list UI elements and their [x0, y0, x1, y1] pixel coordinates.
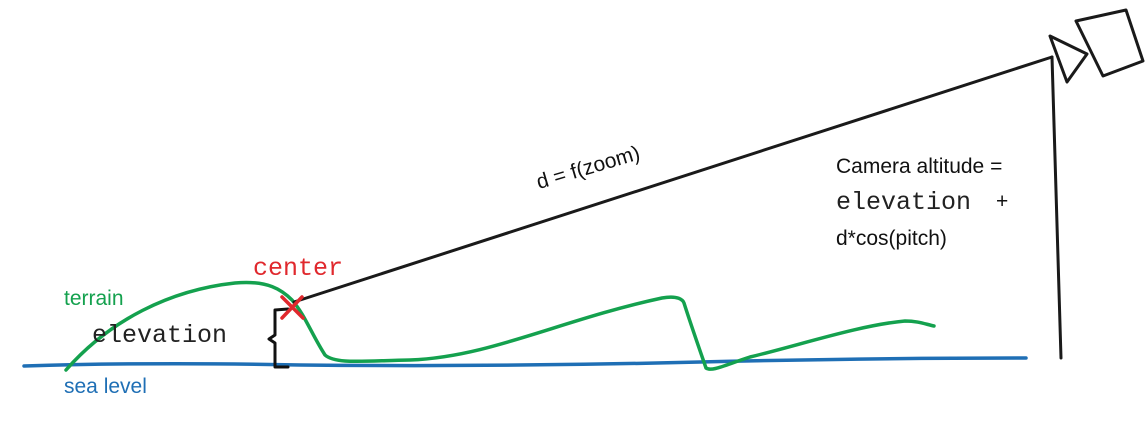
camera-body — [1074, 8, 1145, 78]
camera-altitude-title: Camera altitude = — [836, 155, 1003, 178]
terrain-label: terrain — [64, 287, 124, 310]
x-mark-icon — [280, 295, 305, 320]
elevation-bracket — [267, 307, 290, 369]
camera-icon — [1048, 8, 1145, 84]
camera-lens — [1048, 34, 1089, 84]
camera-altitude-line — [1050, 55, 1063, 360]
camera-altitude-plus: + — [996, 190, 1009, 213]
camera-altitude-elevation-term: elevation — [836, 188, 972, 217]
sea-level-line — [22, 356, 1028, 368]
sea-level-label: sea level — [64, 375, 147, 398]
camera-altitude-pitch-term: d*cos(pitch) — [836, 227, 947, 250]
center-label: center — [253, 254, 344, 283]
camera-distance-line — [292, 55, 1054, 304]
terrain-line — [64, 280, 936, 372]
elevation-label: elevation — [92, 321, 228, 350]
